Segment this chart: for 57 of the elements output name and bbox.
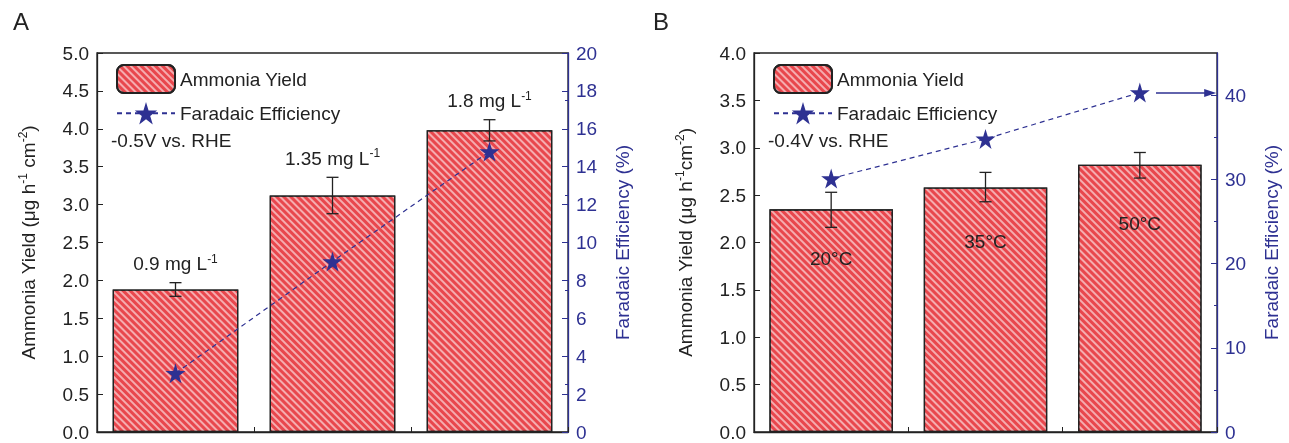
point [165, 363, 186, 384]
legend-label: Ammonia Yield [837, 68, 964, 90]
y-tick-label: 2.5 [719, 184, 746, 206]
y2-axis-title: Faradaic Efficiency (%) [1261, 145, 1282, 340]
y2-tick-label: 14 [576, 156, 598, 178]
y-tick-label: 0.0 [719, 421, 746, 443]
chart-title: A [13, 7, 30, 35]
legend-label: Faradaic Efficiency [180, 102, 341, 124]
annotation: -0.4V vs. RHE [768, 130, 889, 151]
y2-tick-label: 16 [576, 118, 598, 140]
y-tick-label: 3.5 [719, 89, 746, 111]
y-tick-label: 3.5 [62, 156, 89, 178]
legend-label: Faradaic Efficiency [837, 102, 998, 124]
y-tick-label: 1.5 [62, 307, 89, 329]
y2-tick-label: 10 [576, 232, 598, 253]
y2-tick-label: 4 [576, 345, 587, 367]
y2-tick-label: 40 [1225, 84, 1247, 106]
chart-title: B [653, 7, 670, 35]
point [1129, 82, 1150, 103]
y-tick-label: 4.5 [62, 80, 89, 102]
y2-tick-label: 0 [1225, 421, 1236, 443]
y-tick-label: 3.0 [719, 137, 746, 159]
annotation: 35°C [964, 230, 1007, 252]
y2-tick-label: 20 [1225, 253, 1247, 275]
point [821, 168, 842, 189]
y2-tick-label: 20 [576, 42, 598, 64]
y-tick-label: 3.0 [62, 194, 89, 216]
y-axis-title: Ammonia Yield (μg h-1 cm-2) [16, 125, 39, 360]
y-axis-title: Ammonia Yield (μg h-1cm-2) [673, 127, 696, 357]
annotation: 50°C [1118, 213, 1162, 235]
y-tick-label: 1.0 [719, 326, 746, 348]
annotation: -0.5V vs. RHE [111, 130, 232, 151]
point [322, 251, 343, 272]
y-tick-label: 1.5 [719, 279, 746, 301]
legend-label: Ammonia Yield [180, 68, 307, 90]
y2-tick-label: 12 [576, 194, 598, 216]
y2-tick-label: 6 [576, 307, 587, 329]
y-tick-label: 2.0 [62, 269, 89, 291]
y-tick-label: 0.0 [62, 421, 89, 443]
y-tick-label: 4.0 [62, 118, 89, 140]
y-tick-label: 4.0 [719, 42, 746, 64]
y-tick-label: 0.5 [719, 374, 746, 396]
point [975, 128, 996, 149]
y2-tick-label: 18 [576, 80, 598, 102]
y-tick-label: 2.0 [719, 232, 746, 253]
annotation: 20°C [809, 247, 853, 269]
y2-tick-label: 30 [1225, 168, 1247, 190]
y2-tick-label: 0 [576, 421, 587, 443]
y2-axis-title: Faradaic Efficiency (%) [612, 145, 633, 340]
y-tick-label: 0.5 [62, 383, 89, 405]
y-tick-label: 1.0 [62, 345, 89, 367]
y-tick-label: 2.5 [62, 232, 89, 253]
y-tick-label: 5.0 [62, 42, 89, 64]
point [479, 141, 500, 162]
y2-tick-label: 10 [1225, 337, 1247, 359]
y2-tick-label: 2 [576, 383, 587, 405]
y2-tick-label: 8 [576, 269, 587, 291]
